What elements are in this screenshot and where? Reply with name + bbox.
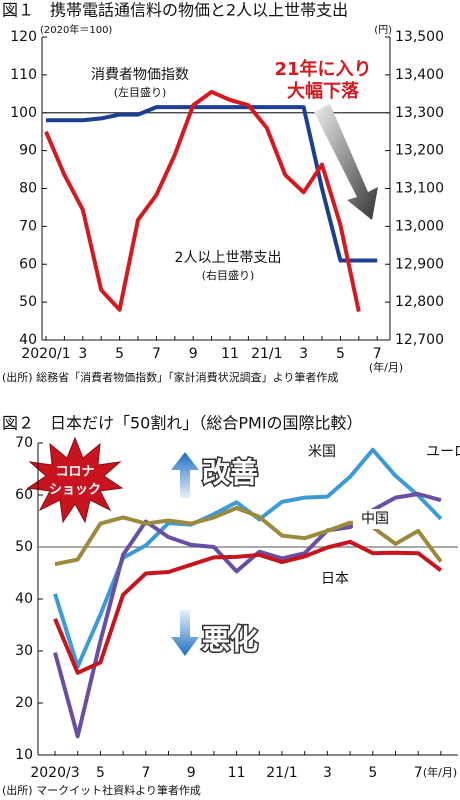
series-label: ユーロ圏	[426, 444, 460, 460]
series-label: 中国	[361, 511, 389, 527]
y-tick-label: 70	[19, 218, 37, 234]
annotation: 21年に入り	[274, 58, 371, 80]
y-tick-label: 90	[19, 143, 37, 159]
x-axis-unit: (年/月)	[423, 765, 457, 779]
y-tick-label: 70	[15, 435, 33, 451]
series-line	[46, 105, 378, 263]
series-line	[44, 89, 361, 313]
x-tick-label: 3	[299, 346, 308, 362]
x-tick-label: 5	[336, 346, 345, 362]
x-tick-label: 11	[228, 765, 246, 781]
x-tick-label: 5	[368, 765, 377, 781]
y-tick-label: 100	[10, 105, 37, 121]
y2-tick-label: 13,500	[395, 29, 444, 45]
y2-tick-label: 13,100	[395, 181, 444, 197]
source-note: (出所) マークイット社資料より筆者作成	[2, 783, 201, 797]
y2-tick-label: 13,400	[395, 67, 444, 83]
y-tick-label: 20	[15, 695, 33, 711]
x-tick-label: 11	[221, 346, 239, 362]
label-bg	[404, 442, 460, 462]
y-tick-label: 40	[19, 332, 37, 348]
annotation: コロナ	[55, 465, 94, 480]
series-line	[53, 539, 443, 675]
series-line	[54, 506, 443, 567]
y2-tick-label: 13,200	[395, 143, 444, 159]
y2-tick-label: 13,000	[395, 218, 444, 234]
x-tick-label: 21/1	[251, 346, 282, 362]
x-tick-label: 9	[189, 346, 198, 362]
down-arrow	[171, 610, 199, 656]
y2-tick-label: 12,700	[395, 332, 444, 348]
series-label: 2人以上世帯支出	[175, 250, 282, 266]
x-tick-label: 2020/1	[21, 346, 70, 362]
series-line	[53, 492, 442, 739]
chart-title: 図１ 携帯電話通信料の物価と2人以上世帯支出	[2, 1, 348, 20]
label-bg	[313, 569, 357, 589]
burst	[26, 436, 124, 524]
annotation: ショック	[49, 483, 101, 498]
y2-tick-label: 13,300	[395, 105, 444, 121]
x-tick-label: 9	[187, 765, 196, 781]
y-tick-label: 50	[19, 294, 37, 310]
trend-arrow	[314, 104, 378, 220]
y-tick-label: 60	[19, 256, 37, 272]
x-tick-label: 7	[414, 765, 423, 781]
series-label: 消費者物価指数	[91, 67, 189, 83]
x-tick-label: 3	[78, 346, 87, 362]
series-label: 米国	[308, 444, 336, 460]
x-tick-label: 5	[96, 765, 105, 781]
annotation: (左目盛り)	[114, 85, 167, 99]
label-bg	[300, 442, 344, 462]
annotation: 悪化	[202, 623, 258, 656]
y-tick-label: 80	[19, 181, 37, 197]
x-tick-label: 5	[115, 346, 124, 362]
y-tick-label: 30	[15, 643, 33, 659]
annotation: (右目盛り)	[202, 268, 255, 282]
y-axis-unit: (2020年＝100)	[40, 23, 112, 36]
x-axis-unit: (年/月)	[369, 360, 403, 374]
x-tick-label: 2020/3	[30, 765, 79, 781]
up-arrow	[171, 452, 199, 498]
y-tick-label: 50	[15, 539, 33, 555]
label-bg	[353, 509, 397, 529]
y-tick-label: 40	[15, 591, 33, 607]
y-tick-label: 10	[15, 747, 33, 763]
series-label: 日本	[321, 571, 349, 587]
y-tick-label: 60	[15, 487, 33, 503]
x-tick-label: 7	[373, 346, 382, 362]
x-tick-label: 3	[323, 765, 332, 781]
chart-title: 図２ 日本だけ「50割れ」（総合PMIの国際比較）	[2, 414, 363, 433]
annotation: 大幅下落	[287, 80, 360, 102]
y2-axis-unit: (円)	[374, 25, 392, 36]
x-tick-label: 7	[141, 765, 150, 781]
x-tick-label: 21/1	[266, 765, 297, 781]
source-note: (出所) 総務省「消費者物価指数」「家計消費状況調査」より筆者作成	[2, 370, 338, 384]
y-tick-label: 120	[10, 29, 37, 45]
y-tick-label: 110	[10, 67, 37, 83]
annotation: 改善	[202, 456, 258, 489]
x-tick-label: 7	[152, 346, 161, 362]
y2-tick-label: 12,800	[395, 294, 444, 310]
y2-tick-label: 12,900	[395, 256, 444, 272]
